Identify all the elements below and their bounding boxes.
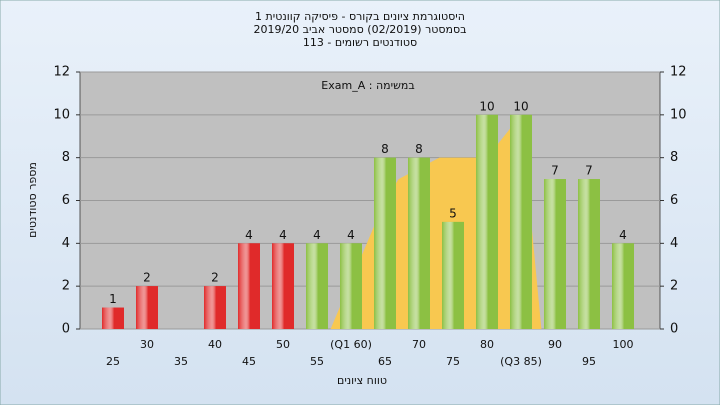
x-tick-label: 55 — [310, 355, 324, 368]
bar — [204, 286, 226, 329]
y-tick-label: 8 — [62, 150, 70, 165]
x-tick-label: 50 — [276, 338, 290, 351]
data-label: 7 — [551, 164, 559, 178]
data-label: 1 — [109, 292, 117, 306]
title-line: בסמסטר (02/2019) סמסטר אביב 2019/20 — [253, 23, 466, 36]
bar — [374, 157, 396, 329]
data-label: 4 — [313, 228, 321, 242]
y-tick-label: 10 — [53, 107, 70, 122]
bar — [306, 243, 328, 329]
x-tick-label: 45 — [242, 355, 256, 368]
bar — [544, 179, 566, 329]
x-tick-label: (Q3 85) — [500, 355, 542, 368]
data-label: 5 — [449, 206, 457, 220]
y-tick-label: 12 — [53, 65, 70, 80]
y2-tick-label: 2 — [670, 279, 678, 294]
y-tick-label: 2 — [62, 279, 70, 294]
data-label: 2 — [143, 271, 151, 285]
bar — [510, 114, 532, 329]
x-tick-label: 90 — [548, 338, 562, 351]
bar — [340, 243, 362, 329]
x-tick-label: 95 — [582, 355, 596, 368]
x-tick-label: 65 — [378, 355, 392, 368]
data-label: 10 — [479, 99, 494, 113]
title-line: סטודנטים רשומים - 113 — [303, 36, 417, 49]
y2-tick-label: 0 — [670, 322, 678, 337]
bar — [102, 307, 124, 329]
x-tick-label: 70 — [412, 338, 426, 351]
x-tick-label: (Q1 60) — [330, 338, 372, 351]
y2-tick-label: 12 — [670, 65, 687, 80]
data-label: 4 — [245, 228, 253, 242]
x-tick-label: 100 — [613, 338, 634, 351]
bar — [136, 286, 158, 329]
data-label: 4 — [279, 228, 287, 242]
x-axis-title: טווח ציונים — [337, 374, 387, 387]
y2-tick-label: 4 — [670, 236, 678, 251]
x-tick-label: 25 — [106, 355, 120, 368]
data-label: 10 — [513, 99, 528, 113]
y2-tick-label: 8 — [670, 150, 678, 165]
data-label: 4 — [619, 228, 627, 242]
bar — [612, 243, 634, 329]
y2-tick-label: 6 — [670, 193, 678, 208]
x-tick-label: 75 — [446, 355, 460, 368]
x-tick-label: 35 — [174, 355, 188, 368]
y-axis-title: מספר סטודנטים — [26, 162, 39, 238]
data-label: 2 — [211, 271, 219, 285]
y2-tick-label: 10 — [670, 107, 687, 122]
y-tick-label: 0 — [62, 322, 70, 337]
bar — [442, 221, 464, 329]
annotation: במשימה : Exam_A — [321, 79, 414, 92]
x-tick-label: 30 — [140, 338, 154, 351]
y-tick-label: 6 — [62, 193, 70, 208]
data-label: 8 — [381, 142, 389, 156]
data-label: 7 — [585, 164, 593, 178]
x-tick-label: 40 — [208, 338, 222, 351]
data-label: 4 — [347, 228, 355, 242]
bar — [408, 157, 430, 329]
bar — [476, 114, 498, 329]
x-tick-label: 80 — [480, 338, 494, 351]
y-tick-label: 4 — [62, 236, 70, 251]
data-label: 8 — [415, 142, 423, 156]
title-line: היסטוגרמת ציונים בקורס - פיסיקה קוונטית … — [255, 10, 465, 23]
bar — [238, 243, 260, 329]
bar — [578, 179, 600, 329]
bar — [272, 243, 294, 329]
